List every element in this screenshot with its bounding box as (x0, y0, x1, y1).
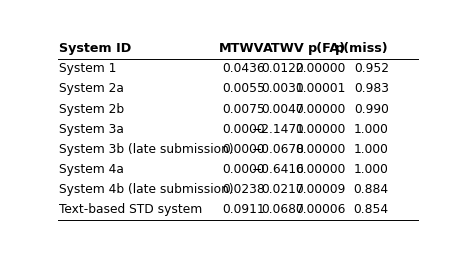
Text: 1.000: 1.000 (353, 163, 388, 176)
Text: 0.983: 0.983 (353, 82, 388, 95)
Text: System 4b (late submission): System 4b (late submission) (59, 183, 233, 196)
Text: −2.1471: −2.1471 (251, 123, 304, 136)
Text: System 1: System 1 (59, 62, 116, 75)
Text: 0.0000: 0.0000 (222, 123, 264, 136)
Text: 0.00001: 0.00001 (294, 82, 345, 95)
Text: 1.000: 1.000 (353, 123, 388, 136)
Text: 0.0047: 0.0047 (261, 103, 304, 116)
Text: 0.0000: 0.0000 (222, 143, 264, 156)
Text: 0.00009: 0.00009 (294, 183, 345, 196)
Text: 0.0436: 0.0436 (222, 62, 264, 75)
Text: Text-based STD system: Text-based STD system (59, 203, 202, 216)
Text: ATWV: ATWV (262, 42, 304, 55)
Text: 0.00000: 0.00000 (294, 163, 345, 176)
Text: 0.0000: 0.0000 (222, 163, 264, 176)
Text: p(miss): p(miss) (334, 42, 388, 55)
Text: −0.6416: −0.6416 (251, 163, 304, 176)
Text: 1.000: 1.000 (353, 143, 388, 156)
Text: 0.854: 0.854 (353, 203, 388, 216)
Text: 0.0055: 0.0055 (221, 82, 264, 95)
Text: 0.0122: 0.0122 (261, 62, 304, 75)
Text: System 2a: System 2a (59, 82, 124, 95)
Text: 0.0687: 0.0687 (261, 203, 304, 216)
Text: 0.00000: 0.00000 (294, 103, 345, 116)
Text: 0.00000: 0.00000 (294, 62, 345, 75)
Text: System 2b: System 2b (59, 103, 124, 116)
Text: 0.884: 0.884 (353, 183, 388, 196)
Text: 0.990: 0.990 (353, 103, 388, 116)
Text: 0.0238: 0.0238 (221, 183, 264, 196)
Text: System 3b (late submission): System 3b (late submission) (59, 143, 233, 156)
Text: −0.0678: −0.0678 (251, 143, 304, 156)
Text: 0.952: 0.952 (353, 62, 388, 75)
Text: System 4a: System 4a (59, 163, 124, 176)
Text: p(FA): p(FA) (307, 42, 345, 55)
Text: MTWV: MTWV (219, 42, 264, 55)
Text: System 3a: System 3a (59, 123, 124, 136)
Text: 0.00006: 0.00006 (294, 203, 345, 216)
Text: 0.0075: 0.0075 (221, 103, 264, 116)
Text: 0.0217: 0.0217 (261, 183, 304, 196)
Text: System ID: System ID (59, 42, 131, 55)
Text: 0.00000: 0.00000 (294, 143, 345, 156)
Text: 0.00000: 0.00000 (294, 123, 345, 136)
Text: 0.0031: 0.0031 (261, 82, 304, 95)
Text: 0.0911: 0.0911 (222, 203, 264, 216)
